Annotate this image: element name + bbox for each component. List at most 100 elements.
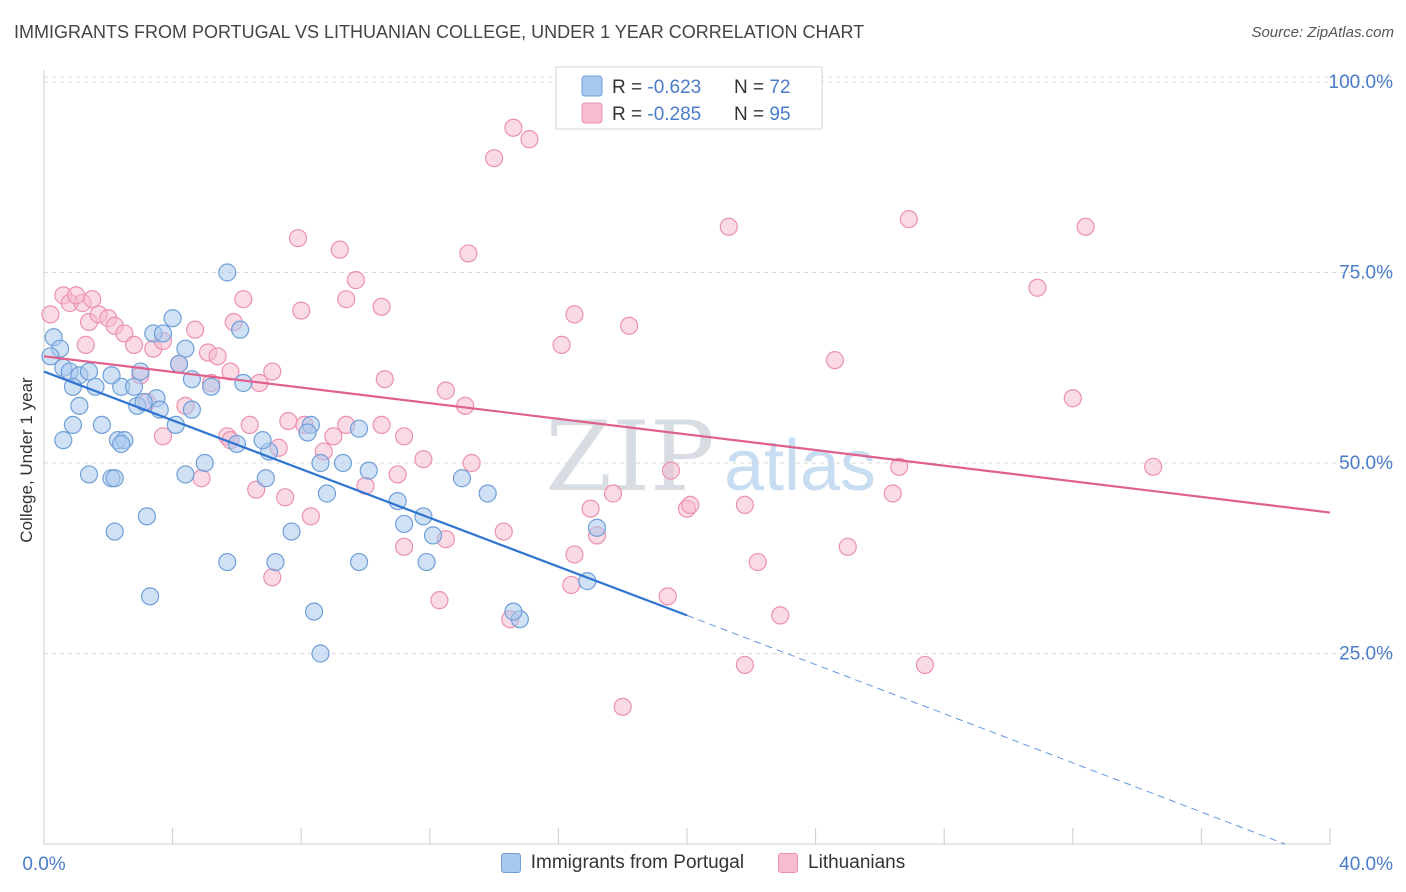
lithuanians-point (603, 484, 623, 503)
source-label: Source: ZipAtlas.com (1251, 24, 1394, 41)
lithuanians-point (388, 465, 407, 484)
portugal-point (394, 514, 414, 534)
gridlines (44, 76, 1393, 654)
lithuanians-point (292, 301, 311, 320)
watermark-atlas: atlas (724, 426, 876, 506)
portugal-point (349, 419, 369, 438)
y-tick-label: 100.0% (1329, 72, 1394, 93)
trend-lines (43, 355, 1331, 845)
legend-item-lithuanians[interactable]: Lithuanians (778, 852, 905, 874)
lithuanians-point (83, 290, 102, 309)
lithuanians-point (263, 568, 282, 587)
lithuanians-point (276, 488, 295, 507)
lithuanians-point (485, 149, 504, 168)
portugal-point (452, 469, 472, 488)
portugal-trend-line (43, 370, 688, 617)
lithuanians-point (394, 427, 414, 446)
lithuanians-point (661, 461, 681, 480)
chart-title: IMMIGRANTS FROM PORTUGAL VS LITHUANIAN C… (14, 22, 865, 42)
lithuanians-point (565, 305, 584, 324)
portugal-point (423, 526, 443, 545)
lithuanians-point (890, 457, 909, 476)
series-portugal (41, 263, 607, 663)
portugal-point (140, 587, 160, 606)
lithuanians-label: Lithuanians (808, 852, 906, 873)
lithuanians-point (915, 655, 935, 675)
lithuanians-point (658, 587, 677, 606)
axes (43, 70, 1331, 845)
portugal-point (137, 507, 156, 526)
lithuanians-point (124, 335, 144, 354)
portugal-point (349, 552, 369, 572)
lithuanians-point (1144, 457, 1163, 476)
portugal-point (298, 423, 317, 442)
lithuanians-point (414, 450, 433, 469)
portugal-point (317, 484, 337, 503)
portugal-point (218, 263, 237, 282)
lithuanians-point (208, 347, 227, 366)
lithuanians-point (462, 453, 481, 473)
legend-pink-r-label: R = (612, 104, 647, 125)
portugal-point (388, 492, 407, 511)
legend-item-portugal[interactable]: Immigrants from Portugal (500, 852, 744, 874)
lithuanians-point (430, 591, 449, 610)
svg-text:N = 95: N = 95 (734, 104, 791, 125)
lithuanians-point (346, 271, 365, 290)
lithuanians-point (186, 320, 205, 339)
x-tick-label-max: 40.0% (1339, 854, 1393, 875)
stats-legend: R = -0.623 N = 72 R = -0.285 N = 95 (555, 66, 823, 130)
portugal-point (169, 354, 189, 374)
lithuanians-point (436, 381, 455, 400)
lithuanians-point (76, 335, 95, 354)
svg-text:R = -0.285: R = -0.285 (612, 104, 701, 125)
portugal-point (79, 465, 99, 484)
portugal-point (478, 484, 497, 503)
lithuanians-point (620, 316, 639, 335)
portugal-point (311, 453, 330, 473)
portugal-point (304, 602, 324, 621)
svg-text:R = -0.623: R = -0.623 (612, 77, 701, 98)
lithuanians-point (681, 495, 700, 515)
lithuanians-point (67, 286, 86, 305)
lithuanians-point (1063, 389, 1082, 408)
lithuanians-point (375, 370, 394, 389)
lithuanians-point (565, 545, 584, 564)
portugal-point (359, 461, 378, 480)
watermark: ZIP atlas (545, 401, 876, 513)
lithuanians-point (240, 415, 259, 434)
portugal-point (105, 522, 124, 541)
lithuanians-point (520, 130, 539, 149)
lithuanians-point (838, 537, 857, 556)
lithuanians-point (613, 697, 632, 716)
lithuanians-point (494, 522, 513, 541)
lithuanians-swatch (778, 853, 799, 873)
legend-blue-n-label: N = (734, 77, 769, 98)
lithuanians-point (459, 244, 478, 263)
portugal-point (234, 373, 253, 393)
portugal-point (218, 552, 237, 572)
lithuanians-point (899, 210, 918, 229)
portugal-point (124, 377, 144, 396)
portugal-point (163, 309, 182, 328)
lithuanians-point (394, 537, 414, 556)
portugal-swatch (500, 853, 521, 873)
portugal-point (587, 518, 607, 537)
lithuanians-point (735, 495, 754, 515)
portugal-point (112, 434, 131, 454)
portugal-point (79, 362, 99, 381)
portugal-point (311, 644, 330, 663)
y-tick-label: 75.0% (1339, 263, 1393, 284)
portugal-point (231, 320, 250, 339)
lithuanians-point (192, 469, 211, 488)
portugal-point (102, 366, 121, 385)
lithuanians-point (735, 655, 754, 675)
lithuanians-point (234, 290, 253, 309)
bottom-legend: Immigrants from Portugal Lithuanians (0, 852, 1406, 874)
portugal-point (63, 415, 83, 434)
lithuanians-point (279, 411, 298, 431)
portugal-point (195, 453, 214, 473)
lithuanians-point (324, 427, 343, 446)
y-tick-label: 25.0% (1339, 644, 1393, 665)
x-tick-labels: 0.0% 40.0% (22, 854, 1393, 875)
